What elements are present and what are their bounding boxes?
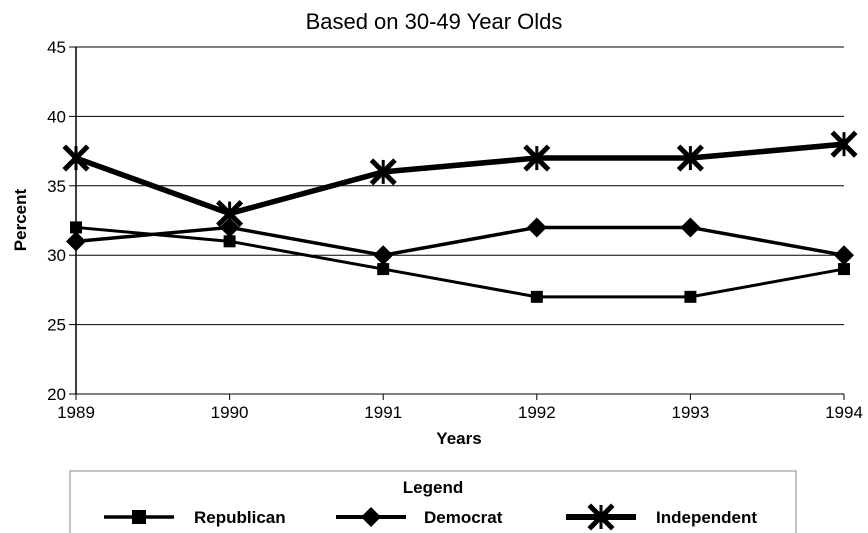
square-marker (684, 290, 697, 303)
x-tick-labels: 1989 1990 1991 1992 1993 1994 (57, 403, 863, 422)
legend: Legend Republican Democrat Independent (69, 470, 797, 533)
x-tick-label: 1989 (57, 403, 95, 422)
square-marker (530, 290, 543, 303)
square-marker (838, 263, 850, 276)
legend-item-democrat: Democrat (336, 507, 503, 527)
y-tick-label: 40 (47, 107, 66, 126)
y-tick-label: 20 (47, 385, 66, 404)
legend-label-democrat: Democrat (424, 508, 503, 527)
legend-label-independent: Independent (656, 508, 757, 527)
legend-box (69, 470, 797, 533)
x-tick-label: 1992 (518, 403, 556, 422)
x-marker (523, 144, 551, 172)
x-marker (830, 130, 858, 158)
y-axis-label: Percent (11, 188, 30, 251)
y-tick-label: 30 (47, 246, 66, 265)
diamond-marker (680, 217, 701, 238)
axes (75, 47, 845, 400)
y-tick-label: 25 (47, 316, 66, 335)
diamond-marker (834, 245, 854, 266)
x-tick-label: 1994 (825, 403, 863, 422)
legend-items: Republican Democrat Independent (104, 503, 757, 531)
y-tick-label: 45 (47, 38, 66, 57)
diamond-marker (66, 231, 86, 252)
series-line-democrat (75, 225, 845, 257)
square-marker (223, 235, 236, 248)
chart-title: Based on 30-49 Year Olds (306, 9, 563, 34)
y-tick-label: 35 (47, 177, 66, 196)
legend-label-republican: Republican (194, 508, 286, 527)
square-marker (70, 221, 82, 234)
x-marker (587, 503, 615, 531)
diamond-marker (526, 217, 547, 238)
x-marker (216, 200, 244, 228)
square-marker (132, 510, 146, 524)
square-marker (377, 263, 390, 276)
x-tick-label: 1990 (211, 403, 249, 422)
series-republican (70, 221, 850, 303)
series-layer (62, 130, 858, 303)
x-tick-label: 1993 (671, 403, 709, 422)
series-line-independent (75, 141, 845, 217)
legend-title: Legend (403, 478, 463, 497)
x-marker (369, 158, 397, 186)
gridlines (69, 46, 844, 395)
series-line-republican (75, 225, 845, 299)
series-democrat (66, 217, 854, 266)
series-independent (62, 130, 858, 228)
legend-item-independent: Independent (566, 503, 757, 531)
x-marker (62, 144, 90, 172)
y-tick-labels: 20 25 30 35 40 45 (47, 38, 66, 404)
x-marker (676, 144, 704, 172)
diamond-marker (373, 245, 394, 266)
legend-item-republican: Republican (104, 508, 286, 527)
diamond-marker (219, 217, 240, 238)
x-axis-label: Years (436, 429, 481, 448)
x-tick-label: 1991 (364, 403, 402, 422)
diamond-marker (361, 507, 381, 527)
